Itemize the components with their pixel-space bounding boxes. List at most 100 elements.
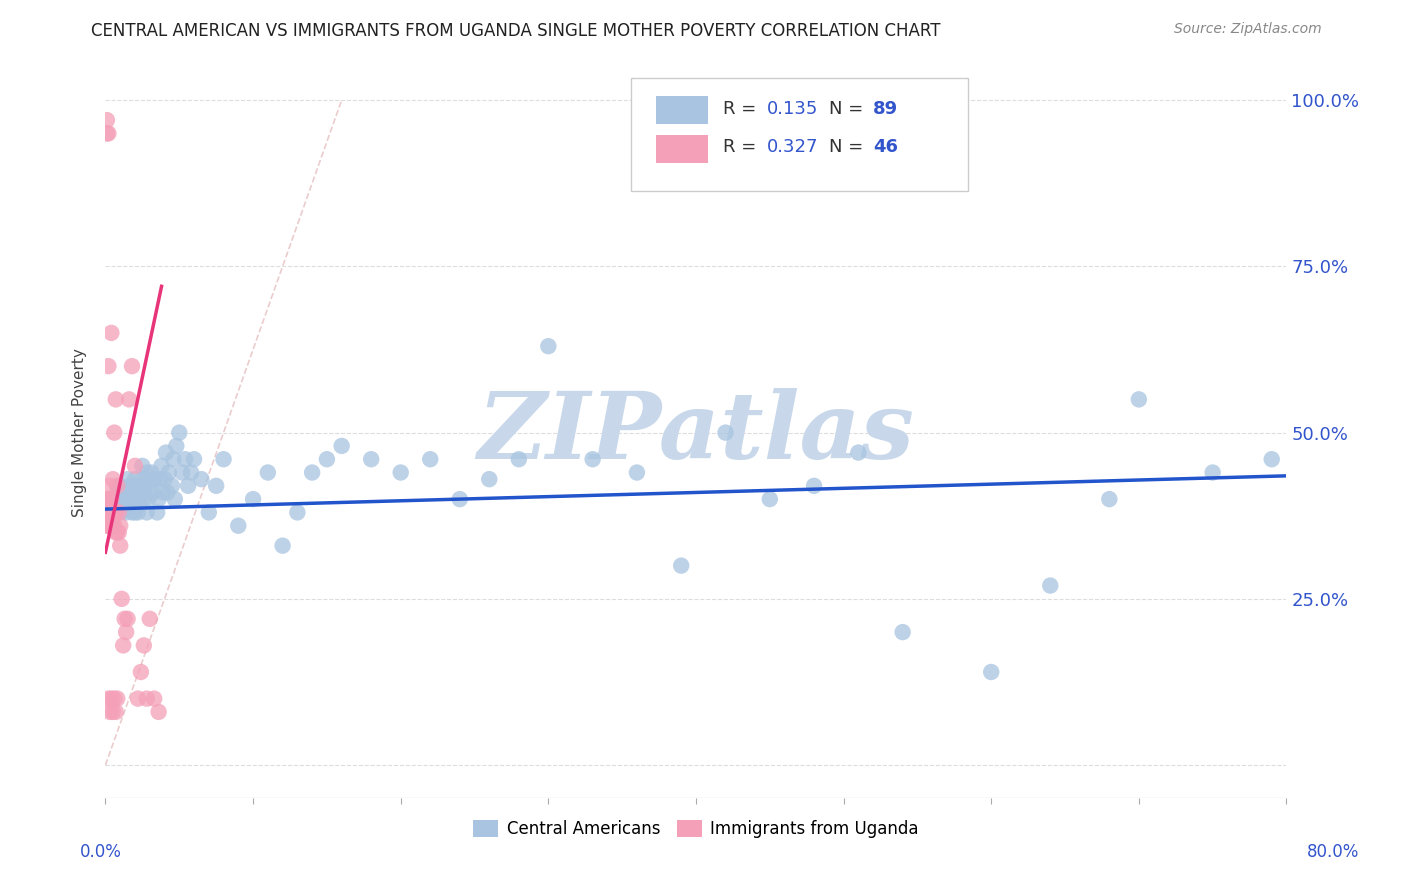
Point	[114, 499, 136, 513]
Text: 46: 46	[873, 138, 898, 156]
Point	[101, 518, 124, 533]
Point	[110, 539, 132, 553]
Point	[110, 479, 132, 493]
Point	[127, 691, 149, 706]
Point	[104, 525, 127, 540]
Point	[103, 518, 125, 533]
Point	[141, 466, 163, 480]
Legend: Central Americans, Immigrants from Uganda: Central Americans, Immigrants from Ugand…	[467, 814, 925, 845]
Point	[153, 472, 176, 486]
Point	[183, 452, 205, 467]
Point	[96, 127, 118, 141]
FancyBboxPatch shape	[631, 78, 967, 191]
Text: 0.0%: 0.0%	[80, 843, 122, 861]
Point	[163, 492, 186, 507]
Point	[128, 492, 150, 507]
Point	[135, 691, 157, 706]
Point	[157, 466, 180, 480]
Point	[980, 665, 1002, 679]
Point	[389, 466, 412, 480]
Point	[271, 539, 294, 553]
Point	[103, 425, 125, 440]
Point	[803, 479, 825, 493]
Point	[1128, 392, 1150, 407]
Point	[97, 492, 120, 507]
Point	[96, 505, 118, 519]
Point	[107, 505, 129, 519]
Text: R =: R =	[723, 100, 762, 118]
Point	[110, 505, 132, 519]
Text: N =: N =	[830, 138, 863, 156]
Point	[105, 691, 128, 706]
Point	[96, 492, 118, 507]
Point	[626, 466, 648, 480]
Point	[135, 466, 157, 480]
Point	[125, 492, 148, 507]
Point	[155, 445, 177, 459]
Point	[287, 505, 309, 519]
Point	[121, 359, 143, 373]
Point	[131, 458, 153, 473]
Point	[96, 505, 118, 519]
Point	[131, 472, 153, 486]
Point	[257, 466, 280, 480]
Point	[103, 691, 125, 706]
Point	[127, 505, 149, 519]
Point	[138, 612, 162, 626]
Point	[100, 505, 122, 519]
Point	[162, 452, 184, 467]
Point	[180, 466, 202, 480]
Point	[98, 479, 121, 493]
Point	[301, 466, 323, 480]
Point	[582, 452, 605, 467]
Point	[197, 505, 219, 519]
Point	[97, 127, 120, 141]
Point	[100, 518, 122, 533]
Point	[98, 492, 121, 507]
Point	[98, 505, 121, 519]
Point	[104, 705, 127, 719]
Point	[96, 518, 118, 533]
Point	[105, 479, 128, 493]
Point	[149, 472, 172, 486]
Point	[134, 479, 156, 493]
Point	[110, 518, 132, 533]
Point	[160, 479, 183, 493]
Point	[124, 472, 146, 486]
Point	[360, 452, 382, 467]
Point	[174, 452, 197, 467]
Text: ZIPatlas: ZIPatlas	[478, 388, 914, 477]
Point	[143, 472, 166, 486]
Point	[118, 392, 141, 407]
Point	[419, 452, 441, 467]
Point	[508, 452, 530, 467]
Point	[118, 485, 141, 500]
Y-axis label: Single Mother Poverty: Single Mother Poverty	[72, 348, 87, 517]
Point	[671, 558, 693, 573]
Point	[891, 625, 914, 640]
Point	[148, 705, 170, 719]
Point	[146, 505, 169, 519]
Point	[100, 492, 122, 507]
Point	[142, 485, 165, 500]
Point	[136, 492, 159, 507]
Point	[1039, 578, 1062, 592]
Point	[129, 485, 152, 500]
Point	[127, 479, 149, 493]
Point	[105, 525, 128, 540]
Point	[759, 492, 782, 507]
Point	[115, 505, 138, 519]
Point	[177, 479, 200, 493]
Point	[118, 499, 141, 513]
Text: N =: N =	[830, 100, 863, 118]
Point	[97, 505, 120, 519]
Point	[1261, 452, 1284, 467]
Text: 0.327: 0.327	[766, 138, 818, 156]
Point	[121, 505, 143, 519]
Point	[242, 492, 264, 507]
Point	[449, 492, 471, 507]
Point	[97, 691, 120, 706]
Point	[117, 492, 139, 507]
Point	[111, 591, 134, 606]
Point	[1098, 492, 1121, 507]
